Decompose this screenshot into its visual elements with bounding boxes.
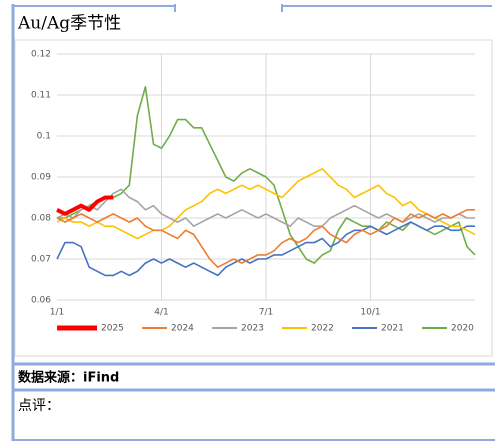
series-line [56, 168, 476, 240]
x-tick-label: 10/1 [360, 308, 380, 318]
comment: 点评： [18, 398, 60, 414]
y-tick-label: 0.11 [31, 91, 51, 101]
legend-label: 2020 [451, 324, 474, 334]
series-line [56, 188, 475, 227]
legend-label: 2025 [101, 324, 124, 334]
y-tick-label: 0.08 [31, 214, 51, 224]
y-tick-label: 0.06 [31, 296, 51, 306]
legend-label: 2022 [311, 324, 334, 334]
title: Au/Ag季节性 [17, 14, 121, 34]
x-tick-label: 7/1 [259, 308, 273, 318]
x-tick-label: 4/1 [154, 308, 168, 318]
source: 数据来源：iFind [18, 370, 119, 386]
y-tick-label: 0.07 [31, 255, 51, 265]
legend-label: 2024 [171, 324, 194, 334]
series-line [57, 86, 476, 264]
x-tick-label: 1/1 [50, 308, 64, 318]
series-line [56, 209, 475, 268]
legend-label: 2021 [381, 324, 404, 334]
y-tick-label: 0.09 [31, 173, 51, 183]
y-tick-label: 0.12 [31, 50, 51, 60]
legend-label: 2023 [241, 324, 264, 334]
y-tick-label: 0.1 [37, 132, 51, 142]
chart-frame [14, 39, 493, 357]
series-line [56, 221, 475, 277]
series-line [56, 195, 114, 216]
